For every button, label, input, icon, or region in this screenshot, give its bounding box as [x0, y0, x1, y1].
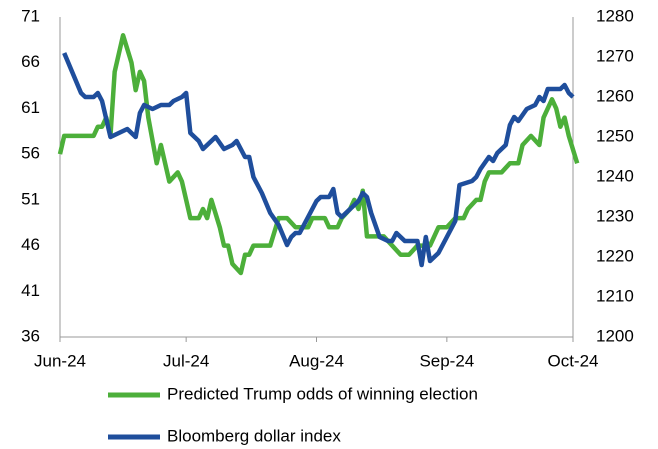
y2-tick-label: 1200: [596, 326, 634, 345]
legend-label: Predicted Trump odds of winning election: [167, 384, 478, 403]
y2-tick-label: 1220: [596, 246, 634, 265]
y-tick-label: 61: [21, 98, 40, 117]
x-tick-label: Jun-24: [34, 351, 86, 370]
y-tick-label: 36: [21, 326, 40, 345]
x-tick-label: Sep-24: [419, 351, 474, 370]
series-line: [62, 52, 575, 268]
y2-tick-label: 1240: [596, 166, 634, 185]
y2-tick-label: 1210: [596, 286, 634, 305]
y2-tick-label: 1280: [596, 6, 634, 25]
y-tick-label: 51: [21, 189, 40, 208]
y2-tick-label: 1260: [596, 86, 634, 105]
series-line: [57, 33, 580, 276]
y2-tick-label: 1270: [596, 46, 634, 65]
y2-tick-label: 1250: [596, 126, 634, 145]
y-tick-label: 71: [21, 6, 40, 25]
y-tick-label: 41: [21, 281, 40, 300]
y-tick-label: 66: [21, 52, 40, 71]
x-tick-label: Jul-24: [163, 351, 209, 370]
legend-label: Bloomberg dollar index: [167, 426, 341, 445]
y2-tick-label: 1230: [596, 206, 634, 225]
x-tick-label: Aug-24: [289, 351, 344, 370]
y-tick-label: 56: [21, 144, 40, 163]
x-tick-label: Oct-24: [547, 351, 598, 370]
y-tick-label: 46: [21, 235, 40, 254]
